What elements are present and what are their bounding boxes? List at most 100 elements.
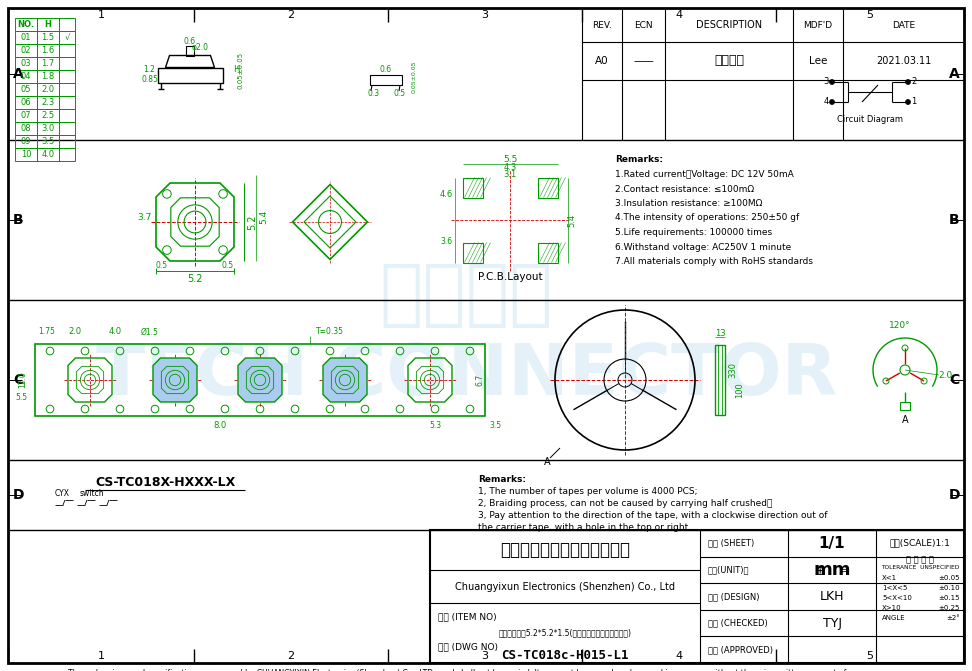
- Text: 图号 (DWG NO): 图号 (DWG NO): [438, 643, 498, 652]
- Text: 2: 2: [288, 10, 295, 20]
- Text: 0.85: 0.85: [141, 76, 157, 85]
- Text: 07: 07: [20, 111, 31, 120]
- Text: 09: 09: [20, 137, 31, 146]
- Text: 08: 08: [20, 124, 31, 133]
- Text: D: D: [949, 488, 959, 502]
- Text: 8.0: 8.0: [214, 421, 226, 431]
- Text: 单位(UNIT)：: 单位(UNIT)：: [708, 566, 749, 574]
- Text: 4.6: 4.6: [440, 191, 453, 199]
- Text: C: C: [13, 373, 23, 387]
- Bar: [538, 242, 558, 262]
- Bar: [59, 18, 75, 31]
- Text: 2.5: 2.5: [42, 111, 54, 120]
- Bar: [37, 31, 59, 44]
- Text: X<1: X<1: [882, 575, 897, 581]
- Circle shape: [829, 99, 835, 105]
- Circle shape: [829, 79, 835, 85]
- Text: A: A: [902, 415, 908, 425]
- Text: 超薄轻触开关5.2*5.2*1.5(对称接地镍头方盖包脚贴片): 超薄轻触开关5.2*5.2*1.5(对称接地镍头方盖包脚贴片): [499, 628, 632, 637]
- Text: 创益讯电
TECH CONNECTOR: 创益讯电 TECH CONNECTOR: [96, 261, 837, 410]
- Bar: [37, 57, 59, 70]
- Polygon shape: [323, 358, 367, 402]
- Text: These drawings and specifications are owned by CHUANGYIXIN Electronics (Shenzhen: These drawings and specifications are ow…: [68, 668, 904, 671]
- Text: CYX: CYX: [55, 488, 70, 497]
- Bar: [37, 109, 59, 122]
- Bar: [15, 70, 37, 83]
- Bar: [59, 109, 75, 122]
- Text: 1.6: 1.6: [42, 46, 54, 55]
- Text: 330: 330: [728, 362, 738, 378]
- Text: 品名 (ITEM NO): 品名 (ITEM NO): [438, 612, 497, 621]
- Text: DESCRIPTION: DESCRIPTION: [696, 20, 762, 30]
- Text: Circuit Diagram: Circuit Diagram: [837, 115, 903, 123]
- Text: A: A: [949, 67, 959, 81]
- Text: 0.05±0.05: 0.05±0.05: [237, 52, 244, 89]
- Text: √: √: [64, 33, 70, 42]
- Text: D: D: [13, 488, 23, 502]
- Text: Lee: Lee: [809, 56, 827, 66]
- Text: CS-TC018X-HXXX-LX: CS-TC018X-HXXX-LX: [95, 476, 235, 488]
- Text: LKH: LKH: [819, 590, 845, 603]
- Text: switch: switch: [80, 488, 105, 497]
- Text: 4.The intensity of operations: 250±50 gf: 4.The intensity of operations: 250±50 gf: [615, 213, 799, 223]
- Text: 1.Rated current、Voltage: DC 12V 50mA: 1.Rated current、Voltage: DC 12V 50mA: [615, 170, 794, 179]
- Bar: [15, 31, 37, 44]
- Text: 5.Life requirements: 100000 times: 5.Life requirements: 100000 times: [615, 228, 772, 237]
- Bar: [59, 135, 75, 148]
- Text: P.C.B.Layout: P.C.B.Layout: [477, 272, 542, 282]
- Text: TOLERANCE  UNSPECIFIED: TOLERANCE UNSPECIFIED: [881, 566, 959, 570]
- Bar: [59, 96, 75, 109]
- Text: C: C: [949, 373, 959, 387]
- Bar: [15, 44, 37, 57]
- Text: 5.4: 5.4: [260, 210, 268, 224]
- Text: 4.0: 4.0: [109, 327, 122, 336]
- Text: X>10: X>10: [882, 605, 902, 611]
- Text: ±0.05: ±0.05: [939, 575, 960, 581]
- Text: 3.Insulation resistance: ≥100MΩ: 3.Insulation resistance: ≥100MΩ: [615, 199, 762, 208]
- Text: 0.3: 0.3: [368, 89, 380, 97]
- Bar: [59, 57, 75, 70]
- Text: 0.5: 0.5: [222, 262, 234, 270]
- Text: 3: 3: [481, 10, 489, 20]
- Bar: [37, 44, 59, 57]
- Text: 2.0: 2.0: [68, 327, 82, 336]
- Text: 03: 03: [20, 59, 31, 68]
- Text: ECN: ECN: [634, 21, 653, 30]
- Bar: [463, 242, 482, 262]
- Text: 创益讯电子（深圳）有限公司: 创益讯电子（深圳）有限公司: [500, 541, 630, 559]
- Text: 1<X<5: 1<X<5: [882, 585, 908, 591]
- Text: B: B: [949, 213, 959, 227]
- Circle shape: [906, 99, 911, 105]
- Text: 审核 (CHECKED): 审核 (CHECKED): [708, 619, 768, 627]
- Text: 3.0: 3.0: [42, 124, 54, 133]
- Bar: [15, 148, 37, 161]
- Text: REV.: REV.: [592, 21, 612, 30]
- Bar: [37, 70, 59, 83]
- Text: 2021.03.11: 2021.03.11: [876, 56, 931, 66]
- Text: T=0.35: T=0.35: [316, 327, 344, 336]
- Circle shape: [906, 79, 911, 85]
- Text: 3: 3: [823, 77, 829, 87]
- Text: 4: 4: [823, 97, 828, 107]
- Bar: [370, 75, 402, 85]
- Text: 0.6: 0.6: [380, 64, 392, 74]
- Bar: [15, 57, 37, 70]
- Text: 2.3: 2.3: [42, 98, 54, 107]
- Bar: [59, 70, 75, 83]
- Bar: [463, 178, 482, 197]
- Text: 4.3: 4.3: [503, 163, 517, 172]
- Text: 1: 1: [97, 651, 105, 661]
- Text: mm: mm: [814, 561, 850, 579]
- Text: 核准 (APPROVED): 核准 (APPROVED): [708, 646, 773, 654]
- Text: 3.5: 3.5: [42, 137, 54, 146]
- Text: Chuangyixun Electronics (Shenzhen) Co., Ltd: Chuangyixun Electronics (Shenzhen) Co., …: [455, 582, 675, 592]
- Text: 1.75: 1.75: [39, 327, 55, 336]
- Text: ⊕: ⊕: [815, 565, 825, 578]
- Bar: [59, 44, 75, 57]
- Text: ±2°: ±2°: [947, 615, 960, 621]
- Text: ±0.10: ±0.10: [938, 585, 960, 591]
- Text: 13: 13: [714, 329, 725, 338]
- Text: 未 注 公 差: 未 注 公 差: [906, 556, 934, 564]
- Text: the carrier tape, with a hole in the top or right: the carrier tape, with a hole in the top…: [478, 523, 688, 533]
- Text: 5: 5: [866, 651, 874, 661]
